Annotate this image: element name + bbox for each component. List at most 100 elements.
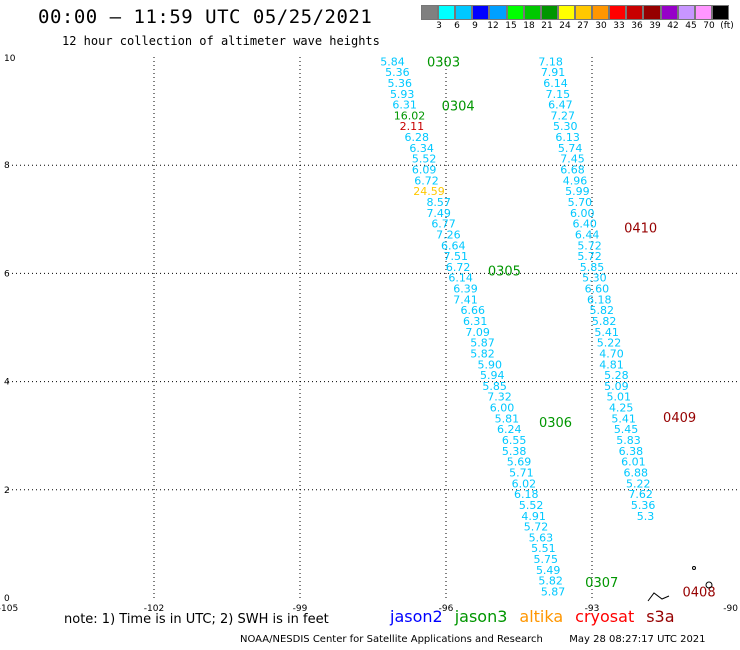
- footnote: note: 1) Time is in UTC; 2) SWH is in fe…: [64, 612, 329, 627]
- wave-height-label: 5.09: [604, 380, 629, 393]
- island-mark: [705, 581, 713, 589]
- wave-height-label: 4.96: [563, 174, 588, 187]
- color-swatch: [574, 5, 593, 20]
- credit-text: NOAA/NESDIS Center for Satellite Applica…: [240, 634, 543, 645]
- wave-height-label: 6.31: [392, 99, 417, 112]
- wave-height-label: 6.18: [514, 488, 539, 501]
- track-mark: [647, 592, 670, 602]
- wave-height-label: 7.45: [560, 153, 585, 166]
- wave-height-label: 5.52: [412, 153, 437, 166]
- color-scale-label: 24: [559, 21, 571, 31]
- color-scale-label: 3: [436, 21, 442, 31]
- timestamp: May 28 08:27:17 UTC 2021: [569, 634, 706, 645]
- wave-height-label: 5.72: [577, 250, 602, 263]
- wave-height-label: 6.66: [461, 304, 486, 317]
- pass-time-label: 0306: [539, 416, 572, 431]
- legend-item-cryosat: cryosat: [575, 607, 635, 626]
- color-swatch: [438, 5, 456, 20]
- wave-height-label: 5.70: [568, 196, 593, 209]
- wave-height-label: 5.01: [607, 391, 632, 404]
- wave-height-label: 5.74: [558, 142, 583, 155]
- wave-height-label: 6.00: [570, 207, 595, 220]
- wave-height-label: 7.18: [538, 55, 563, 68]
- color-swatch: [472, 5, 490, 20]
- wave-height-label: 5.99: [565, 185, 590, 198]
- wave-height-label: 5.36: [388, 77, 413, 90]
- wave-height-label: 6.01: [621, 456, 646, 469]
- x-tick-label: -105: [0, 604, 18, 614]
- y-tick-label: 2: [4, 486, 10, 496]
- wave-height-label: 6.28: [405, 131, 430, 144]
- x-tick-label: -90: [723, 604, 738, 614]
- wave-height-label: 5.38: [502, 445, 527, 458]
- wave-height-label: 5.71: [509, 466, 534, 479]
- color-scale-label: 70: [703, 21, 715, 31]
- wave-height-label: 6.00: [490, 402, 515, 415]
- wave-height-label: 7.27: [551, 109, 576, 122]
- wave-height-label: 6.24: [497, 423, 522, 436]
- wave-height-label: 5.41: [611, 412, 636, 425]
- wave-height-label: 5.28: [604, 369, 629, 382]
- wave-height-label: 7.62: [628, 488, 653, 501]
- wave-height-label: 5.85: [482, 380, 507, 393]
- wave-height-label: 6.02: [512, 477, 537, 490]
- wave-height-label: 5.82: [592, 315, 617, 328]
- wave-height-label: 8.57: [426, 196, 451, 209]
- wave-height-label: 6.14: [543, 77, 568, 90]
- wave-height-label: 6.34: [409, 142, 434, 155]
- wave-height-label: 7.15: [546, 88, 571, 101]
- color-scale-label: 39: [649, 21, 661, 31]
- wave-height-label: 5.22: [597, 337, 622, 350]
- color-swatch: [643, 5, 661, 20]
- y-tick-label: 6: [4, 269, 10, 279]
- wave-height-label: 6.77: [431, 218, 456, 231]
- color-scale-label: 15: [505, 21, 517, 31]
- wave-height-label: 5.82: [538, 575, 563, 588]
- legend-item-jason3: jason3: [454, 607, 508, 626]
- color-scale-labels: 3 6 9 12 15 18 21 24 27 30 33 36 39 42 45 70 (ft): [421, 20, 734, 35]
- legend-item-s3a: s3a: [646, 607, 675, 626]
- wave-height-label: 6.31: [463, 315, 488, 328]
- wave-height-label: 5.81: [495, 412, 520, 425]
- credit-line: NOAA/NESDIS Center for Satellite Applica…: [240, 634, 706, 645]
- wave-height-label: 6.88: [624, 466, 649, 479]
- pass-time-label: 0305: [488, 265, 521, 280]
- color-swatch: [711, 5, 729, 20]
- wave-height-label: 5.72: [524, 521, 549, 534]
- color-swatch: [660, 5, 678, 20]
- legend-item-jason2: jason2: [390, 607, 443, 626]
- pass-time-label: 0307: [585, 576, 618, 591]
- color-scale-label: 6: [454, 21, 460, 31]
- wave-height-label: 2.11: [400, 120, 425, 133]
- color-swatch: [592, 5, 610, 20]
- satellite-legend: jason2 jason3 altika cryosat s3a: [390, 607, 687, 626]
- x-tick-label: -93: [585, 604, 600, 614]
- color-scale-label: 45: [685, 21, 697, 31]
- wave-height-label: 5.22: [626, 477, 651, 490]
- wave-height-label: 5.63: [529, 531, 554, 544]
- color-swatch: [489, 5, 507, 20]
- wave-height-label: 7.32: [487, 391, 512, 404]
- wave-height-label: 6.72: [414, 174, 439, 187]
- color-scale-label: 18: [523, 21, 535, 31]
- wave-height-label: 5.82: [589, 304, 614, 317]
- color-scale-label: 27: [577, 21, 589, 31]
- color-scale-label: 21: [541, 21, 553, 31]
- wave-height-label: 6.39: [453, 283, 478, 296]
- color-scale: 3 6 9 12 15 18 21 24 27 30 33 36 39 42 45 70 (ft): [421, 5, 734, 35]
- wave-height-label: 7.09: [465, 326, 490, 339]
- wave-height-label: 6.55: [502, 434, 527, 447]
- x-tick-label: -99: [293, 604, 308, 614]
- chart-subtitle: 12 hour collection of altimeter wave hei…: [62, 34, 380, 48]
- wave-height-label: 4.91: [521, 510, 546, 523]
- island-mark: [692, 566, 696, 570]
- color-swatch: [421, 5, 439, 20]
- wave-height-label: 5.52: [519, 499, 544, 512]
- wave-height-label: 6.47: [548, 99, 573, 112]
- y-tick-label: 0: [4, 594, 10, 604]
- wave-height-label: 7.49: [426, 207, 451, 220]
- wave-height-label: 5.87: [541, 586, 566, 599]
- color-scale-label: 9: [472, 21, 478, 31]
- wave-height-label: 4.81: [599, 358, 624, 371]
